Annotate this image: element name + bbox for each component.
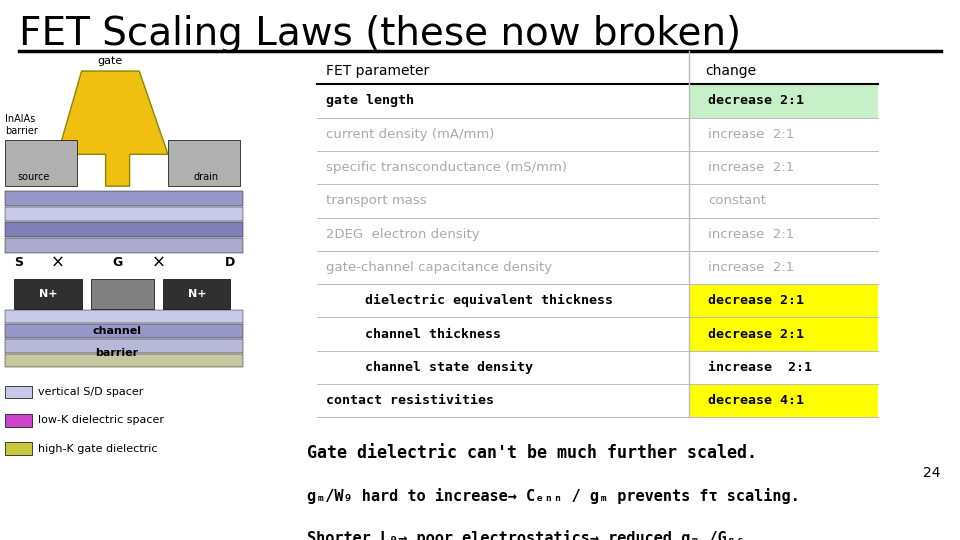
Bar — [5, 442, 32, 455]
Bar — [5, 222, 243, 237]
Text: dielectric equivalent thickness: dielectric equivalent thickness — [365, 294, 612, 307]
Bar — [689, 284, 878, 318]
Bar — [5, 339, 243, 353]
Bar — [5, 140, 77, 186]
Text: transport mass: transport mass — [326, 194, 427, 207]
Text: gₘ/W₉ hard to increase→ Cₑₙₙ / gₘ prevents fτ scaling.: gₘ/W₉ hard to increase→ Cₑₙₙ / gₘ preven… — [307, 489, 800, 504]
Text: G: G — [112, 255, 122, 268]
Text: channel thickness: channel thickness — [365, 328, 501, 341]
Bar — [163, 279, 230, 309]
Text: drain: drain — [194, 172, 219, 182]
Text: channel state density: channel state density — [365, 361, 533, 374]
Bar — [5, 325, 243, 338]
Bar — [14, 279, 82, 309]
Text: ×: × — [51, 253, 64, 271]
Bar — [5, 309, 243, 323]
Text: current density (mA/mm): current density (mA/mm) — [326, 128, 494, 141]
Bar — [5, 191, 243, 206]
Polygon shape — [58, 71, 168, 186]
Bar — [689, 84, 878, 118]
Bar — [5, 207, 243, 221]
Bar — [5, 354, 243, 367]
Bar — [168, 140, 240, 186]
Text: contact resistivities: contact resistivities — [326, 394, 494, 407]
Bar — [689, 318, 878, 351]
Text: FET Scaling Laws (these now broken): FET Scaling Laws (these now broken) — [19, 15, 741, 53]
Text: change: change — [706, 64, 756, 78]
Text: barrier: barrier — [96, 348, 138, 358]
Bar — [5, 414, 32, 427]
Text: InAlAs
barrier: InAlAs barrier — [5, 114, 37, 136]
Bar — [689, 384, 878, 417]
Bar — [5, 238, 243, 253]
Text: Shorter L₉→ poor electrostatics→ reduced gₘ /Gₙₛ: Shorter L₉→ poor electrostatics→ reduced… — [307, 530, 745, 540]
Text: increase  2:1: increase 2:1 — [708, 128, 795, 141]
Text: increase  2:1: increase 2:1 — [708, 261, 795, 274]
Text: low-K dielectric spacer: low-K dielectric spacer — [38, 415, 164, 426]
Text: Gate dielectric can't be much further scaled.: Gate dielectric can't be much further sc… — [307, 444, 757, 462]
Text: vertical S/D spacer: vertical S/D spacer — [38, 387, 144, 397]
Bar — [91, 279, 154, 309]
Text: source: source — [17, 172, 50, 182]
Text: gate: gate — [98, 56, 123, 66]
Text: high-K gate dielectric: high-K gate dielectric — [38, 444, 157, 454]
Text: gate-channel capacitance density: gate-channel capacitance density — [326, 261, 553, 274]
Text: FET parameter: FET parameter — [326, 64, 430, 78]
Text: decrease 2:1: decrease 2:1 — [708, 294, 804, 307]
Text: increase  2:1: increase 2:1 — [708, 228, 795, 241]
Text: decrease 2:1: decrease 2:1 — [708, 94, 804, 107]
Text: 24: 24 — [924, 466, 941, 480]
Text: increase  2:1: increase 2:1 — [708, 361, 812, 374]
Text: specific transconductance (mS/mm): specific transconductance (mS/mm) — [326, 161, 567, 174]
Bar — [5, 386, 32, 399]
Text: N+: N+ — [187, 289, 206, 299]
Text: D: D — [225, 255, 235, 268]
Text: N+: N+ — [38, 289, 58, 299]
Text: ×: × — [152, 253, 165, 271]
Text: 2DEG  electron density: 2DEG electron density — [326, 228, 480, 241]
Text: gate length: gate length — [326, 94, 415, 107]
Text: increase  2:1: increase 2:1 — [708, 161, 795, 174]
Text: channel: channel — [92, 326, 142, 336]
Text: decrease 2:1: decrease 2:1 — [708, 328, 804, 341]
Text: S: S — [14, 255, 23, 268]
Text: decrease 4:1: decrease 4:1 — [708, 394, 804, 407]
Text: constant: constant — [708, 194, 766, 207]
